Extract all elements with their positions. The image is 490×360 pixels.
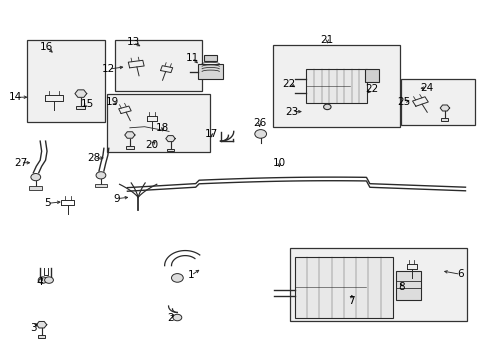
Text: 14: 14 <box>9 92 23 102</box>
Bar <box>126 146 134 149</box>
Text: 12: 12 <box>102 64 116 74</box>
Text: 26: 26 <box>253 118 267 128</box>
Bar <box>95 184 107 187</box>
Text: 11: 11 <box>185 53 199 63</box>
Bar <box>167 149 174 151</box>
Text: 20: 20 <box>146 140 158 150</box>
Circle shape <box>173 314 182 321</box>
Text: 17: 17 <box>205 129 219 139</box>
Text: 7: 7 <box>348 296 355 306</box>
Text: 10: 10 <box>273 158 286 168</box>
Circle shape <box>323 104 331 109</box>
Text: 19: 19 <box>106 96 120 107</box>
Text: 4: 4 <box>37 276 44 287</box>
Polygon shape <box>125 132 135 138</box>
Bar <box>29 186 42 190</box>
Text: 3: 3 <box>30 323 37 333</box>
FancyBboxPatch shape <box>27 40 105 122</box>
Text: 27: 27 <box>14 158 27 168</box>
Bar <box>306 68 367 103</box>
Text: 25: 25 <box>397 96 411 107</box>
FancyBboxPatch shape <box>107 94 210 152</box>
Text: 15: 15 <box>80 99 94 109</box>
FancyBboxPatch shape <box>401 79 475 125</box>
Circle shape <box>255 130 267 138</box>
FancyBboxPatch shape <box>273 45 400 127</box>
Polygon shape <box>166 136 175 141</box>
Polygon shape <box>440 105 450 111</box>
Bar <box>38 336 46 338</box>
Circle shape <box>172 274 183 282</box>
FancyBboxPatch shape <box>290 248 467 321</box>
Text: 23: 23 <box>285 107 299 117</box>
Text: 1: 1 <box>188 270 195 280</box>
Bar <box>365 68 378 82</box>
Text: 13: 13 <box>126 37 140 48</box>
Text: 6: 6 <box>457 269 464 279</box>
Text: 2: 2 <box>167 312 174 323</box>
Polygon shape <box>75 90 87 97</box>
Bar <box>396 271 421 300</box>
Bar <box>441 118 448 121</box>
Text: 28: 28 <box>87 153 101 163</box>
Circle shape <box>96 172 106 179</box>
Bar <box>198 64 223 80</box>
Bar <box>295 257 393 318</box>
Text: 22: 22 <box>282 78 296 89</box>
Text: 9: 9 <box>113 194 120 204</box>
Text: 24: 24 <box>420 83 434 93</box>
Text: 5: 5 <box>44 198 51 208</box>
Circle shape <box>45 277 53 283</box>
Text: 8: 8 <box>398 282 405 292</box>
Circle shape <box>31 174 41 181</box>
Bar <box>204 55 218 61</box>
FancyBboxPatch shape <box>115 40 202 91</box>
Bar <box>76 106 85 109</box>
Text: 22: 22 <box>365 84 378 94</box>
Text: 16: 16 <box>40 42 53 52</box>
Text: 21: 21 <box>320 35 334 45</box>
Circle shape <box>38 277 47 283</box>
Text: 18: 18 <box>156 123 170 133</box>
Polygon shape <box>37 321 47 328</box>
